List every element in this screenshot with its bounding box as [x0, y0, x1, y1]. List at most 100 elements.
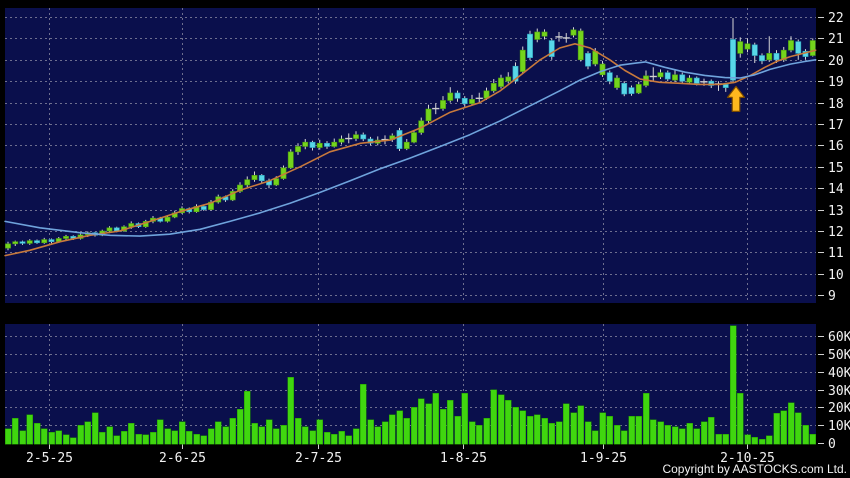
- down-candle: [360, 134, 367, 140]
- volume-bar: [592, 430, 599, 445]
- volume-bar: [316, 419, 323, 445]
- volume-bar: [99, 432, 106, 445]
- date-tick-label: 2-6-25: [159, 451, 206, 466]
- up-candle: [316, 142, 323, 148]
- down-candle: [48, 239, 55, 242]
- volume-tick-label: 60K: [828, 330, 850, 345]
- volume-bar: [4, 428, 12, 445]
- price-tick-label: 10: [828, 268, 844, 283]
- volume-bar: [744, 434, 751, 445]
- volume-bar: [287, 376, 294, 445]
- price-panel-bg: [5, 8, 816, 303]
- down-candle: [621, 83, 628, 95]
- down-candle: [606, 72, 613, 82]
- date-tick-label: 2-7-25: [295, 451, 342, 466]
- copyright-label: Copyright by AASTOCKS.com Ltd.: [662, 462, 847, 476]
- volume-bar: [186, 431, 193, 445]
- volume-bar: [606, 416, 613, 445]
- up-candle: [657, 72, 664, 78]
- up-candle: [592, 50, 599, 65]
- volume-bar: [773, 412, 780, 445]
- up-candle: [63, 236, 69, 239]
- price-tick-label: 9: [828, 289, 836, 304]
- volume-bar: [164, 428, 171, 445]
- volume-bar: [396, 410, 403, 445]
- up-candle: [766, 53, 773, 61]
- up-candle: [403, 141, 410, 149]
- down-candle: [722, 84, 729, 88]
- volume-bars: [4, 325, 816, 445]
- up-candle: [490, 83, 497, 92]
- volume-bar: [280, 424, 287, 445]
- volume-bar: [679, 428, 686, 445]
- volume-tick-label: 20K: [828, 401, 850, 416]
- volume-bar: [273, 428, 280, 445]
- volume-bar: [787, 402, 795, 445]
- up-candle: [295, 146, 301, 153]
- down-candle: [548, 40, 555, 57]
- up-candle: [251, 175, 258, 180]
- date-tick-label: 1-9-25: [580, 451, 627, 466]
- up-candle: [788, 40, 794, 51]
- down-candle: [258, 175, 265, 182]
- down-candle: [773, 53, 780, 61]
- up-candle: [229, 191, 236, 201]
- up-candle: [41, 239, 48, 244]
- volume-bar: [505, 400, 512, 445]
- down-candle: [527, 33, 533, 58]
- up-candle: [273, 178, 280, 186]
- volume-tick-label: 50K: [828, 348, 850, 363]
- date-axis: 2-5-25 2-6-25 2-7-25 1-8-25 1-9-25 2-10-25: [26, 444, 775, 466]
- volume-bar: [157, 419, 164, 445]
- volume-bar: [26, 414, 33, 445]
- down-candle: [396, 130, 403, 149]
- down-candle: [512, 65, 519, 82]
- volume-bar: [91, 412, 99, 445]
- volume-bar: [657, 421, 664, 445]
- volume-bar: [33, 423, 41, 445]
- volume-bar: [512, 407, 519, 445]
- volume-bar: [55, 430, 62, 445]
- volume-bar: [410, 407, 418, 445]
- volume-bar: [715, 433, 722, 445]
- volume-bar: [664, 424, 671, 445]
- price-tick-label: 17: [828, 118, 844, 133]
- volume-bar: [84, 421, 91, 445]
- volume-bar: [563, 403, 570, 445]
- up-candle: [244, 179, 251, 186]
- volume-bar: [374, 426, 381, 445]
- up-candle: [440, 100, 446, 109]
- down-candle: [309, 141, 316, 148]
- volume-panel-bg: [5, 324, 816, 444]
- volume-bar: [447, 400, 454, 445]
- ma-fast-line: [4, 42, 817, 257]
- price-tick-label: 19: [828, 75, 844, 90]
- up-candle: [237, 184, 243, 192]
- volume-bar: [294, 417, 302, 445]
- volume-bar: [70, 437, 77, 445]
- down-candle: [585, 53, 591, 67]
- volume-bar: [751, 437, 758, 445]
- up-candle: [411, 132, 417, 143]
- volume-bar: [193, 433, 200, 445]
- volume-tick-label: 10K: [828, 419, 850, 434]
- price-tick-label: 20: [828, 54, 844, 69]
- volume-bar: [708, 416, 715, 445]
- up-candle: [614, 77, 620, 88]
- volume-tick-label: 0: [828, 437, 836, 452]
- volume-bar: [700, 421, 708, 445]
- volume-bar: [490, 389, 497, 445]
- volume-tick-label: 40K: [828, 366, 850, 381]
- price-tick-label: 12: [828, 225, 844, 240]
- volume-bar: [120, 431, 128, 445]
- volume-bar: [251, 423, 258, 445]
- volume-bar: [584, 421, 592, 445]
- price-tick-label: 21: [828, 32, 844, 47]
- down-candle: [795, 41, 802, 54]
- up-candle: [505, 76, 512, 82]
- price-tick-label: 13: [828, 204, 844, 219]
- down-candle: [34, 240, 40, 244]
- volume-bar: [12, 417, 19, 445]
- volume-bar: [737, 392, 744, 445]
